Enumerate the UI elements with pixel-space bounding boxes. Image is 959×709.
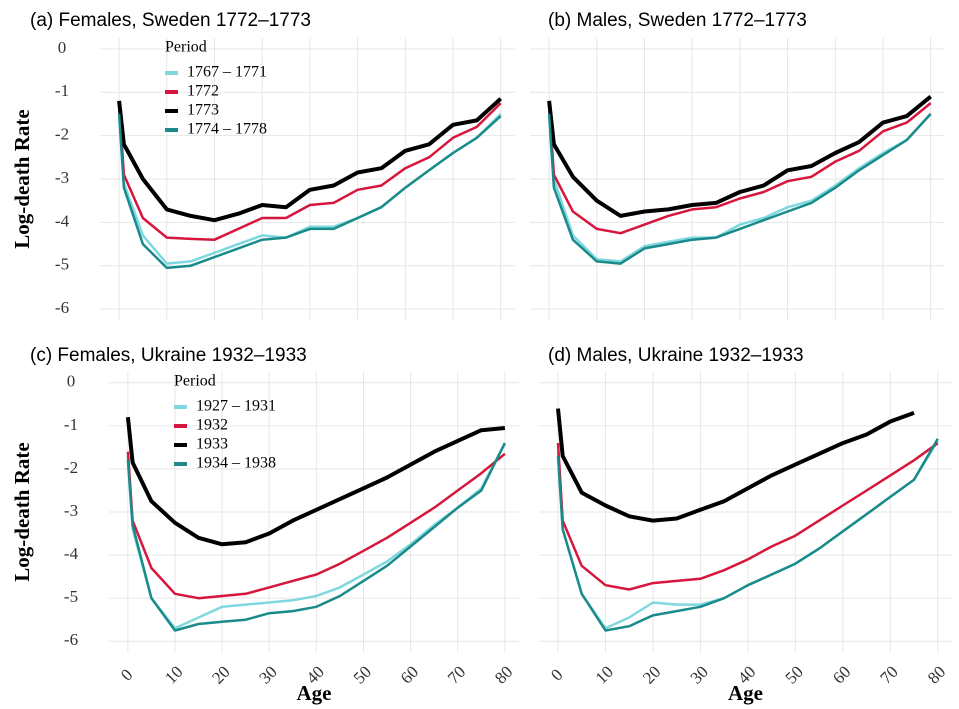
- y-tick-label: -2: [64, 458, 78, 477]
- legend-label: 1772: [187, 83, 219, 100]
- x-tick-label: 10: [161, 662, 186, 687]
- x-tick-label: 80: [924, 662, 949, 687]
- x-tick-label: 10: [592, 662, 617, 687]
- legend-label: 1933: [196, 436, 228, 453]
- legend-label: 1767 – 1771: [187, 64, 267, 81]
- series-line: [547, 113, 932, 265]
- series-line: [126, 451, 506, 600]
- x-tick-label: 30: [255, 662, 280, 687]
- series-line: [556, 408, 915, 523]
- x-tick-label: 50: [781, 662, 806, 687]
- x-tick-label: 20: [639, 662, 664, 687]
- series-line: [556, 438, 939, 632]
- series-line: [547, 95, 932, 218]
- legend-label: 1773: [187, 102, 219, 119]
- y-axis-label: Log-death Rate: [10, 109, 34, 248]
- y-tick-label: -4: [64, 544, 79, 563]
- x-axis-label: Age: [297, 681, 332, 705]
- y-tick-label: -1: [55, 81, 69, 100]
- y-tick-label: -3: [64, 501, 78, 520]
- y-tick-label: -1: [64, 415, 78, 434]
- series-line: [126, 442, 507, 632]
- legend-label: 1774 – 1778: [187, 121, 267, 138]
- y-axis-label: Log-death Rate: [10, 442, 34, 581]
- series-line: [125, 416, 506, 547]
- x-tick-label: 70: [444, 662, 469, 687]
- y-tick-label: -4: [55, 211, 70, 230]
- legend-label: 1934 – 1938: [196, 455, 276, 472]
- x-tick-label: 60: [397, 662, 422, 687]
- series-line: [117, 102, 502, 241]
- x-tick-label: 80: [491, 662, 516, 687]
- legend-title: Period: [174, 373, 216, 390]
- panel-title: (c) Females, Ukraine 1932–1933: [30, 345, 307, 366]
- series-line: [117, 113, 502, 270]
- panel-title: (d) Males, Ukraine 1932–1933: [548, 345, 804, 366]
- y-tick-label: -3: [55, 168, 69, 187]
- x-tick-label: 30: [687, 662, 712, 687]
- x-tick-label: 0: [547, 665, 566, 684]
- y-tick-label: 0: [67, 372, 76, 391]
- series-line: [117, 97, 503, 223]
- y-tick-label: 0: [58, 38, 67, 57]
- panel-title: (b) Males, Sweden 1772–1773: [548, 10, 807, 31]
- series-line: [547, 109, 932, 263]
- legend-title: Period: [165, 39, 207, 56]
- y-tick-label: -5: [64, 587, 78, 606]
- x-tick-label: 0: [117, 665, 136, 684]
- panel-title: (a) Females, Sweden 1772–1773: [30, 10, 311, 31]
- x-tick-label: 50: [350, 662, 375, 687]
- x-axis-label: Age: [728, 681, 763, 705]
- y-tick-label: -2: [55, 125, 69, 144]
- x-tick-label: 20: [208, 662, 233, 687]
- y-tick-label: -5: [55, 255, 69, 274]
- series-line: [547, 102, 932, 235]
- legend-label: 1932: [196, 417, 228, 434]
- y-tick-label: -6: [64, 630, 78, 649]
- x-tick-label: 70: [876, 662, 901, 687]
- series-line: [556, 442, 939, 591]
- y-tick-label: -6: [55, 298, 69, 317]
- x-tick-label: 60: [829, 662, 854, 687]
- legend-label: 1927 – 1931: [196, 398, 276, 415]
